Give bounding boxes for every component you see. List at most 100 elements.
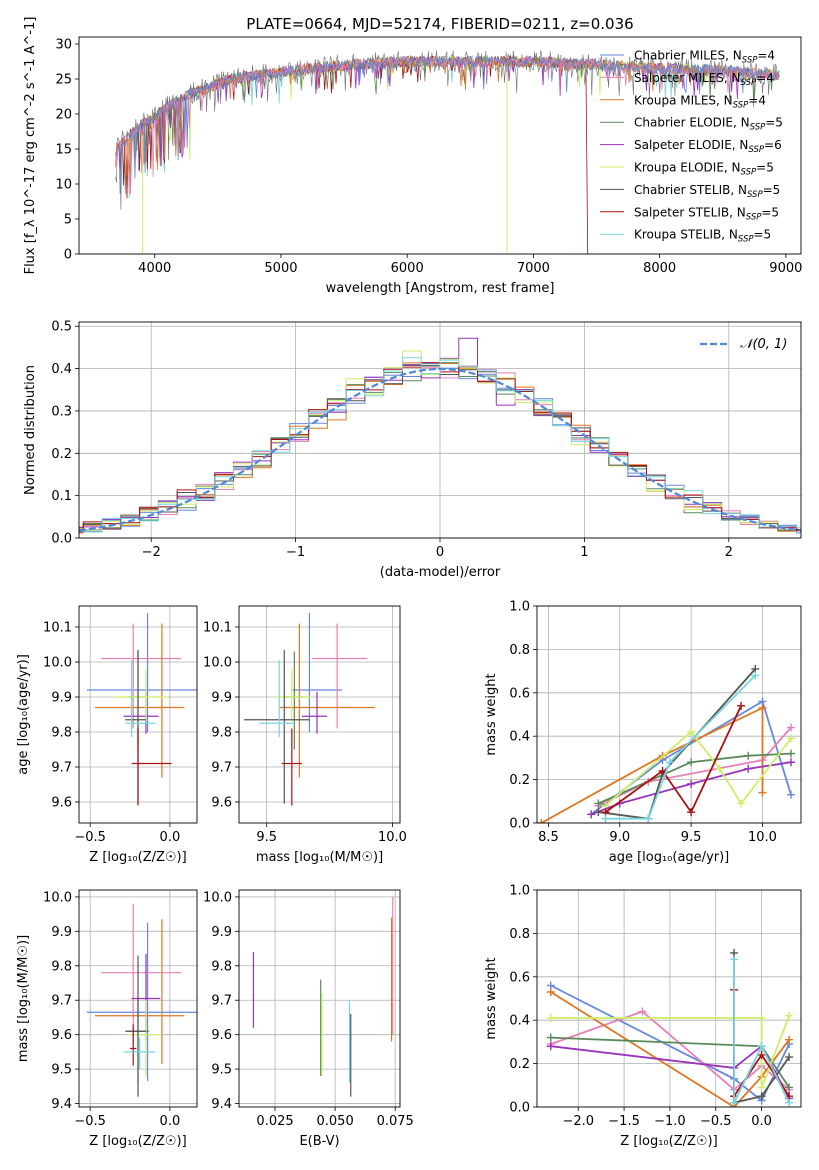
x-tick-label: 9000	[769, 261, 802, 276]
y-tick-label: 9.6	[51, 1028, 72, 1043]
x-tick-label: 0	[436, 545, 444, 560]
x-tick-label: 10.0	[378, 830, 407, 845]
y-tick-label: 9.4	[51, 1097, 72, 1112]
weight-marker	[601, 814, 610, 823]
spectrum-line	[115, 54, 780, 194]
histogram-series	[79, 357, 801, 533]
y-tick-label: 0.3	[51, 404, 72, 419]
y-tick-label: 0.1	[51, 489, 72, 504]
age_vs_Z-axes: −0.5 0.0 9.6 9.7 9.8 9.9 10.0 10.1 Z [log₁₀(Z/Z☉…	[16, 606, 197, 865]
mass_vs_Z-axes: −0.5 0.0 9.4 9.5 9.6 9.7 9.8 9.9 10.0 Z [log₁₀(Z/…	[16, 890, 197, 1149]
y-axis-label: mass [log₁₀(M/M☉)]	[16, 935, 31, 1062]
y-tick-label: 9.9	[51, 925, 72, 940]
y-tick-label: 0.4	[509, 1014, 530, 1029]
x-tick-label: −1.5	[608, 1114, 640, 1129]
x-axis-label: (data-model)/error	[380, 565, 501, 580]
spectrum-axes: 4000 5000 6000 7000 8000 9000 0 5 10 15 20 25 30 wave…	[23, 17, 802, 296]
y-tick-label: 10.0	[203, 890, 232, 905]
y-tick-label: 5	[64, 213, 72, 228]
weight-marker	[785, 1083, 794, 1092]
age_vs_Z-errorbars	[86, 613, 197, 806]
histograms	[79, 337, 801, 534]
y-axis-label: age [log₁₀(age/yr)]	[16, 654, 31, 775]
weight-marker	[546, 1042, 555, 1051]
x-tick-label: −0.5	[74, 830, 106, 845]
x-tick-label: 0.0	[160, 830, 181, 845]
weight-marker	[787, 734, 796, 743]
y-tick-label: 9.7	[51, 994, 72, 1009]
y-tick-label: 9.5	[51, 1063, 72, 1078]
y-tick-label: 0.0	[509, 817, 530, 832]
y-tick-label: 0.2	[51, 447, 72, 462]
weight-marker	[737, 799, 746, 808]
y-tick-label: 9.5	[211, 1063, 232, 1078]
mass_vs_ebv-errorbars	[252, 896, 394, 1097]
residuals-axes: −2 −1 0 1 2 0.0 0.1 0.2 0.3 0.4 0.5 (data-model)/er…	[23, 320, 801, 580]
axes-frame	[78, 321, 802, 539]
weight-marker	[546, 987, 555, 996]
x-axis-label: Z [log₁₀(Z/Z☉)]	[620, 1134, 717, 1149]
weight-marker	[687, 758, 696, 767]
axes-frame	[238, 889, 401, 1108]
legend-entry: Chabrier MILES, NSSP=4	[634, 49, 775, 66]
legend-entry: Salpeter STELIB, NSSP=5	[634, 205, 779, 222]
weight-marker	[785, 1098, 794, 1107]
y-axis-label: mass weight	[484, 673, 499, 755]
legend-entry: Salpeter MILES, NSSP=4	[634, 71, 774, 88]
weight-line	[733, 959, 790, 1104]
weight-marker	[687, 808, 696, 817]
weight-marker	[787, 749, 796, 758]
weight_vs_Z-axes: −2.0 −1.5 −1.0 −0.5 0.0 0.0 0.2 0.4 0.6 0.8 1.0 Z […	[484, 884, 801, 1149]
x-tick-label: 1	[580, 545, 588, 560]
legend-entry: Chabrier STELIB, NSSP=5	[634, 183, 780, 200]
x-tick-label: −2	[142, 545, 161, 560]
weight-marker	[757, 1092, 766, 1101]
y-tick-label: 9.7	[211, 761, 232, 776]
legend-entry: 𝒩(0, 1)	[740, 337, 787, 352]
x-axis-label: wavelength [Angstrom, rest frame]	[326, 281, 555, 296]
y-tick-label: 9.9	[211, 925, 232, 940]
y-tick-label: 0.2	[509, 1057, 530, 1072]
y-tick-label: 9.9	[51, 691, 72, 706]
x-tick-label: −2.0	[562, 1114, 594, 1129]
x-axis-label: mass [log₁₀(M/M☉)]	[256, 850, 383, 865]
x-tick-label: 0.025	[256, 1114, 293, 1129]
weight_vs_Z-lines	[546, 948, 794, 1107]
x-tick-label: 5000	[264, 261, 297, 276]
y-tick-label: 9.9	[211, 691, 232, 706]
weight-marker	[730, 955, 739, 964]
y-axis-label: mass weight	[484, 957, 499, 1039]
weight-line	[598, 726, 792, 807]
weight-marker	[758, 788, 767, 797]
y-tick-label: 10	[55, 178, 72, 193]
x-axis-label: Z [log₁₀(Z/Z☉)]	[89, 850, 186, 865]
y-tick-label: 9.7	[51, 761, 72, 776]
x-tick-label: 8000	[643, 261, 676, 276]
weight-marker	[757, 1083, 766, 1092]
axes-frame	[78, 36, 802, 255]
y-tick-label: 0.6	[509, 686, 530, 701]
weight-marker	[737, 701, 746, 710]
y-tick-label: 0.4	[51, 362, 72, 377]
spectrum-lines	[115, 50, 780, 254]
x-tick-label: 9.5	[256, 830, 277, 845]
y-tick-label: 9.7	[211, 994, 232, 1009]
y-axis-label: Flux [f_λ 10^-17 erg cm^-2 s^-1 A^-1]	[23, 17, 38, 275]
y-tick-label: 0.0	[51, 532, 72, 547]
weight-line	[550, 1044, 790, 1099]
axes-frame	[78, 889, 198, 1108]
y-tick-label: 10.1	[43, 621, 72, 636]
weight_vs_age-lines	[537, 664, 796, 823]
y-tick-label: 9.8	[211, 726, 232, 741]
x-tick-label: −0.5	[74, 1114, 106, 1129]
y-tick-label: 1.0	[509, 884, 530, 899]
legend-entry: Kroupa MILES, NSSP=4	[634, 93, 766, 110]
x-tick-label: 9.0	[609, 830, 630, 845]
axes-frame	[78, 605, 198, 824]
y-tick-label: 25	[55, 73, 72, 88]
weight-line	[605, 674, 756, 820]
x-tick-label: 8.5	[538, 830, 559, 845]
weight-marker	[594, 808, 603, 817]
weight-marker	[744, 751, 753, 760]
